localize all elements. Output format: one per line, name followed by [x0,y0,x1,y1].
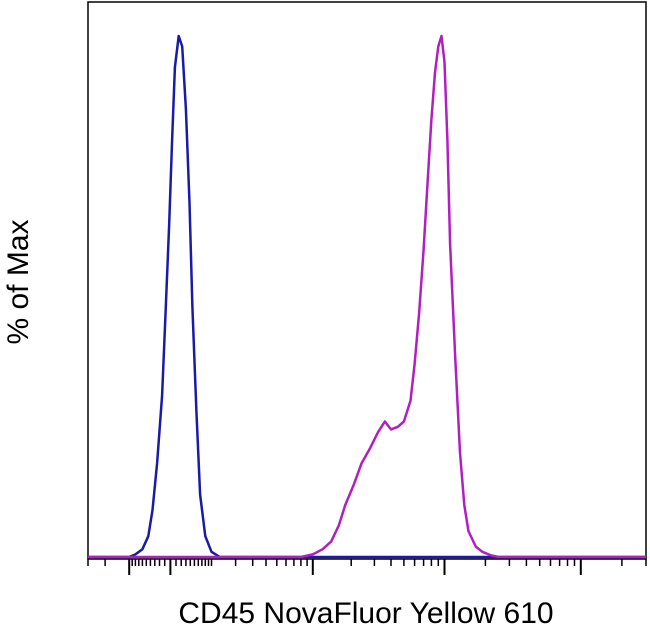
histogram-series-2 [88,34,646,559]
histogram-series-1 [88,34,646,559]
plot-frame [87,1,647,560]
series-layer [88,34,646,559]
x-axis-ticks [87,559,647,575]
y-axis-title: % of Max [2,219,35,344]
x-axis-title: CD45 NovaFluor Yellow 610 [178,597,553,630]
